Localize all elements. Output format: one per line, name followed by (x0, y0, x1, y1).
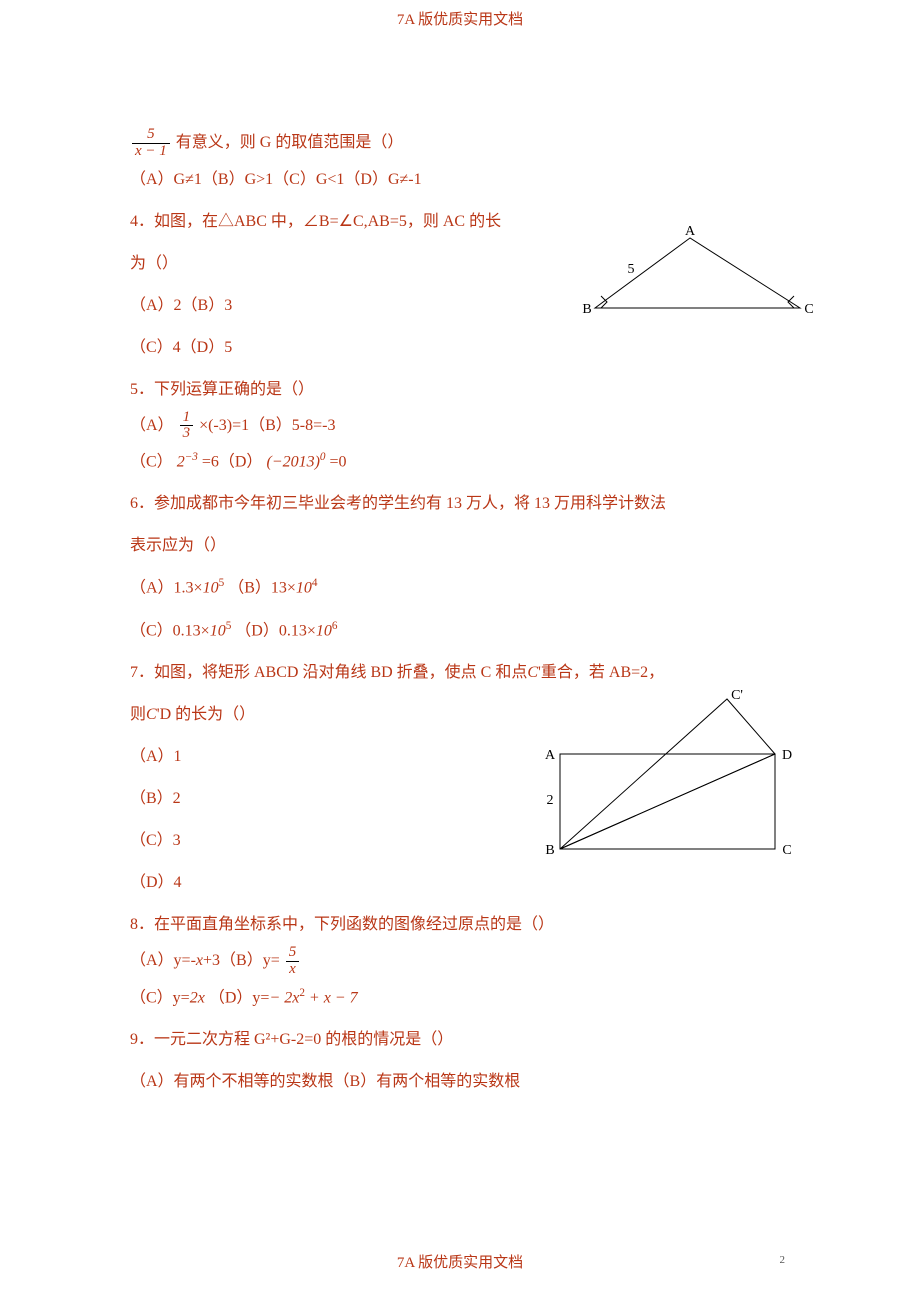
q6-optD-pre: （D）0.13× (235, 622, 316, 639)
q5-optC-exp: −3 (185, 451, 198, 463)
q5-stem: 5．下列运算正确的是（） (130, 374, 790, 406)
q6-optA-exp: 5 (219, 577, 225, 589)
q7-optD: （D）4 (130, 867, 790, 899)
q6-optB-exp: 4 (312, 577, 318, 589)
q5-optD-post: =0 (329, 453, 346, 470)
q9-opts: （A）有两个不相等的实数根（B）有两个相等的实数根 (130, 1066, 790, 1098)
q4-label-C: C (804, 302, 813, 317)
q7-line1b: C (527, 664, 538, 681)
q5-optD-base: (−2013) (266, 453, 319, 470)
q7-label-B: B (545, 843, 554, 858)
q7-line1: 7．如图，将矩形 ABCD 沿对角线 BD 折叠，使点 C 和点C'重合，若 A… (130, 657, 790, 689)
q6-optC-pre: （C）0.13× (130, 622, 210, 639)
q8-optD-pre: （D）y= (209, 989, 270, 1006)
q7-label-2: 2 (547, 793, 554, 808)
q3-frac-den: x − 1 (132, 143, 170, 160)
q4-label-5: 5 (628, 262, 635, 277)
q8-optA-mid: +3（B）y= (203, 952, 280, 969)
q6-optC-exp: 5 (226, 620, 232, 632)
q3-stem: 5 x − 1 有意义，则 G 的取值范围是（） (130, 127, 790, 160)
q5-optD-exp: 0 (320, 451, 326, 463)
q9-stem: 9．一元二次方程 G²+G-2=0 的根的情况是（） (130, 1024, 790, 1056)
q3-options: （A）G≠1（B）G>1（C）G<1（D）G≠-1 (130, 164, 790, 196)
q4-diagram: A B C 5 (575, 223, 815, 323)
q4-opt2: （C）4（D）5 (130, 332, 790, 364)
q6-optA-pre: （A）1.3× (130, 580, 203, 597)
q5-optA-pre: （A） (130, 417, 174, 434)
q7-label-A: A (545, 748, 556, 763)
q7-line1c: '重合，若 AB=2， (538, 664, 664, 681)
q8-optD-expr-b: + x − 7 (305, 989, 358, 1006)
q7-label-Cp: C' (731, 689, 743, 703)
q6-line2: 表示应为（） (130, 530, 790, 562)
q8-opts-line1: （A）y=-x+3（B）y= 5 x (130, 945, 790, 978)
q8-optB-frac: 5 x (286, 945, 300, 978)
q5-optC-pre: （C） (130, 453, 173, 470)
q6-optD-base: 10 (316, 622, 332, 639)
q8-optA-pre: （A）y=- (130, 952, 196, 969)
q7-line2a: 则 (130, 706, 146, 723)
q5-optC-base: 2 (177, 453, 185, 470)
q6-optB-base: 10 (296, 580, 312, 597)
q5-optA-post: ×(-3)=1（B）5-8=-3 (199, 417, 335, 434)
q5-optC-post: =6（D） (202, 453, 263, 470)
q6-optA-base: 10 (203, 580, 219, 597)
q6-opts-line1: （A）1.3×105 （B）13×104 (130, 572, 790, 604)
q8-optC-expr: 2x (190, 989, 205, 1006)
q5-opts-line1: （A） 1 3 ×(-3)=1（B）5-8=-3 (130, 410, 790, 443)
q5-opts-line2: （C） 2−3 =6（D） (−2013)0 =0 (130, 446, 790, 478)
q6-optC-base: 10 (210, 622, 226, 639)
q4-label-B: B (582, 302, 591, 317)
q7-label-D: D (782, 748, 792, 763)
q7-label-C: C (782, 843, 791, 858)
q8-optA-x: x (196, 952, 203, 969)
q7-diagram: A B C D C' 2 (510, 689, 810, 869)
q3-tail: 有意义，则 G 的取值范围是（） (176, 134, 404, 151)
q8-stem: 8．在平面直角坐标系中，下列函数的图像经过原点的是（） (130, 909, 790, 941)
q7-line2b: C (146, 706, 157, 723)
page-header: 7A 版优质实用文档 (130, 8, 790, 29)
q5-optA-frac: 1 3 (180, 410, 194, 443)
q3-fraction: 5 x − 1 (132, 127, 170, 160)
q5-optA-frac-den: 3 (180, 425, 194, 442)
q8-optB-frac-num: 5 (286, 945, 300, 961)
q7-line2c: 'D 的长为（） (157, 706, 255, 723)
q8-optD-expr-a: − 2x (269, 989, 299, 1006)
q8-optC-pre: （C）y= (130, 989, 190, 1006)
q6-opts-line2: （C）0.13×105 （D）0.13×106 (130, 615, 790, 647)
q4-label-A: A (685, 224, 696, 239)
q6-line1: 6．参加成都市今年初三毕业会考的学生约有 13 万人，将 13 万用科学计数法 (130, 488, 790, 520)
page-number: 2 (780, 1254, 786, 1266)
q8-opts-line2: （C）y=2x （D）y=− 2x2 + x − 7 (130, 982, 790, 1014)
q7-line1a: 7．如图，将矩形 ABCD 沿对角线 BD 折叠，使点 C 和点 (130, 664, 527, 681)
q8-optB-frac-den: x (286, 961, 300, 978)
q6-optD-exp: 6 (332, 620, 338, 632)
q5-optA-frac-num: 1 (180, 410, 194, 426)
q3-frac-num: 5 (132, 127, 170, 143)
q6-optB-pre: （B）13× (228, 580, 296, 597)
